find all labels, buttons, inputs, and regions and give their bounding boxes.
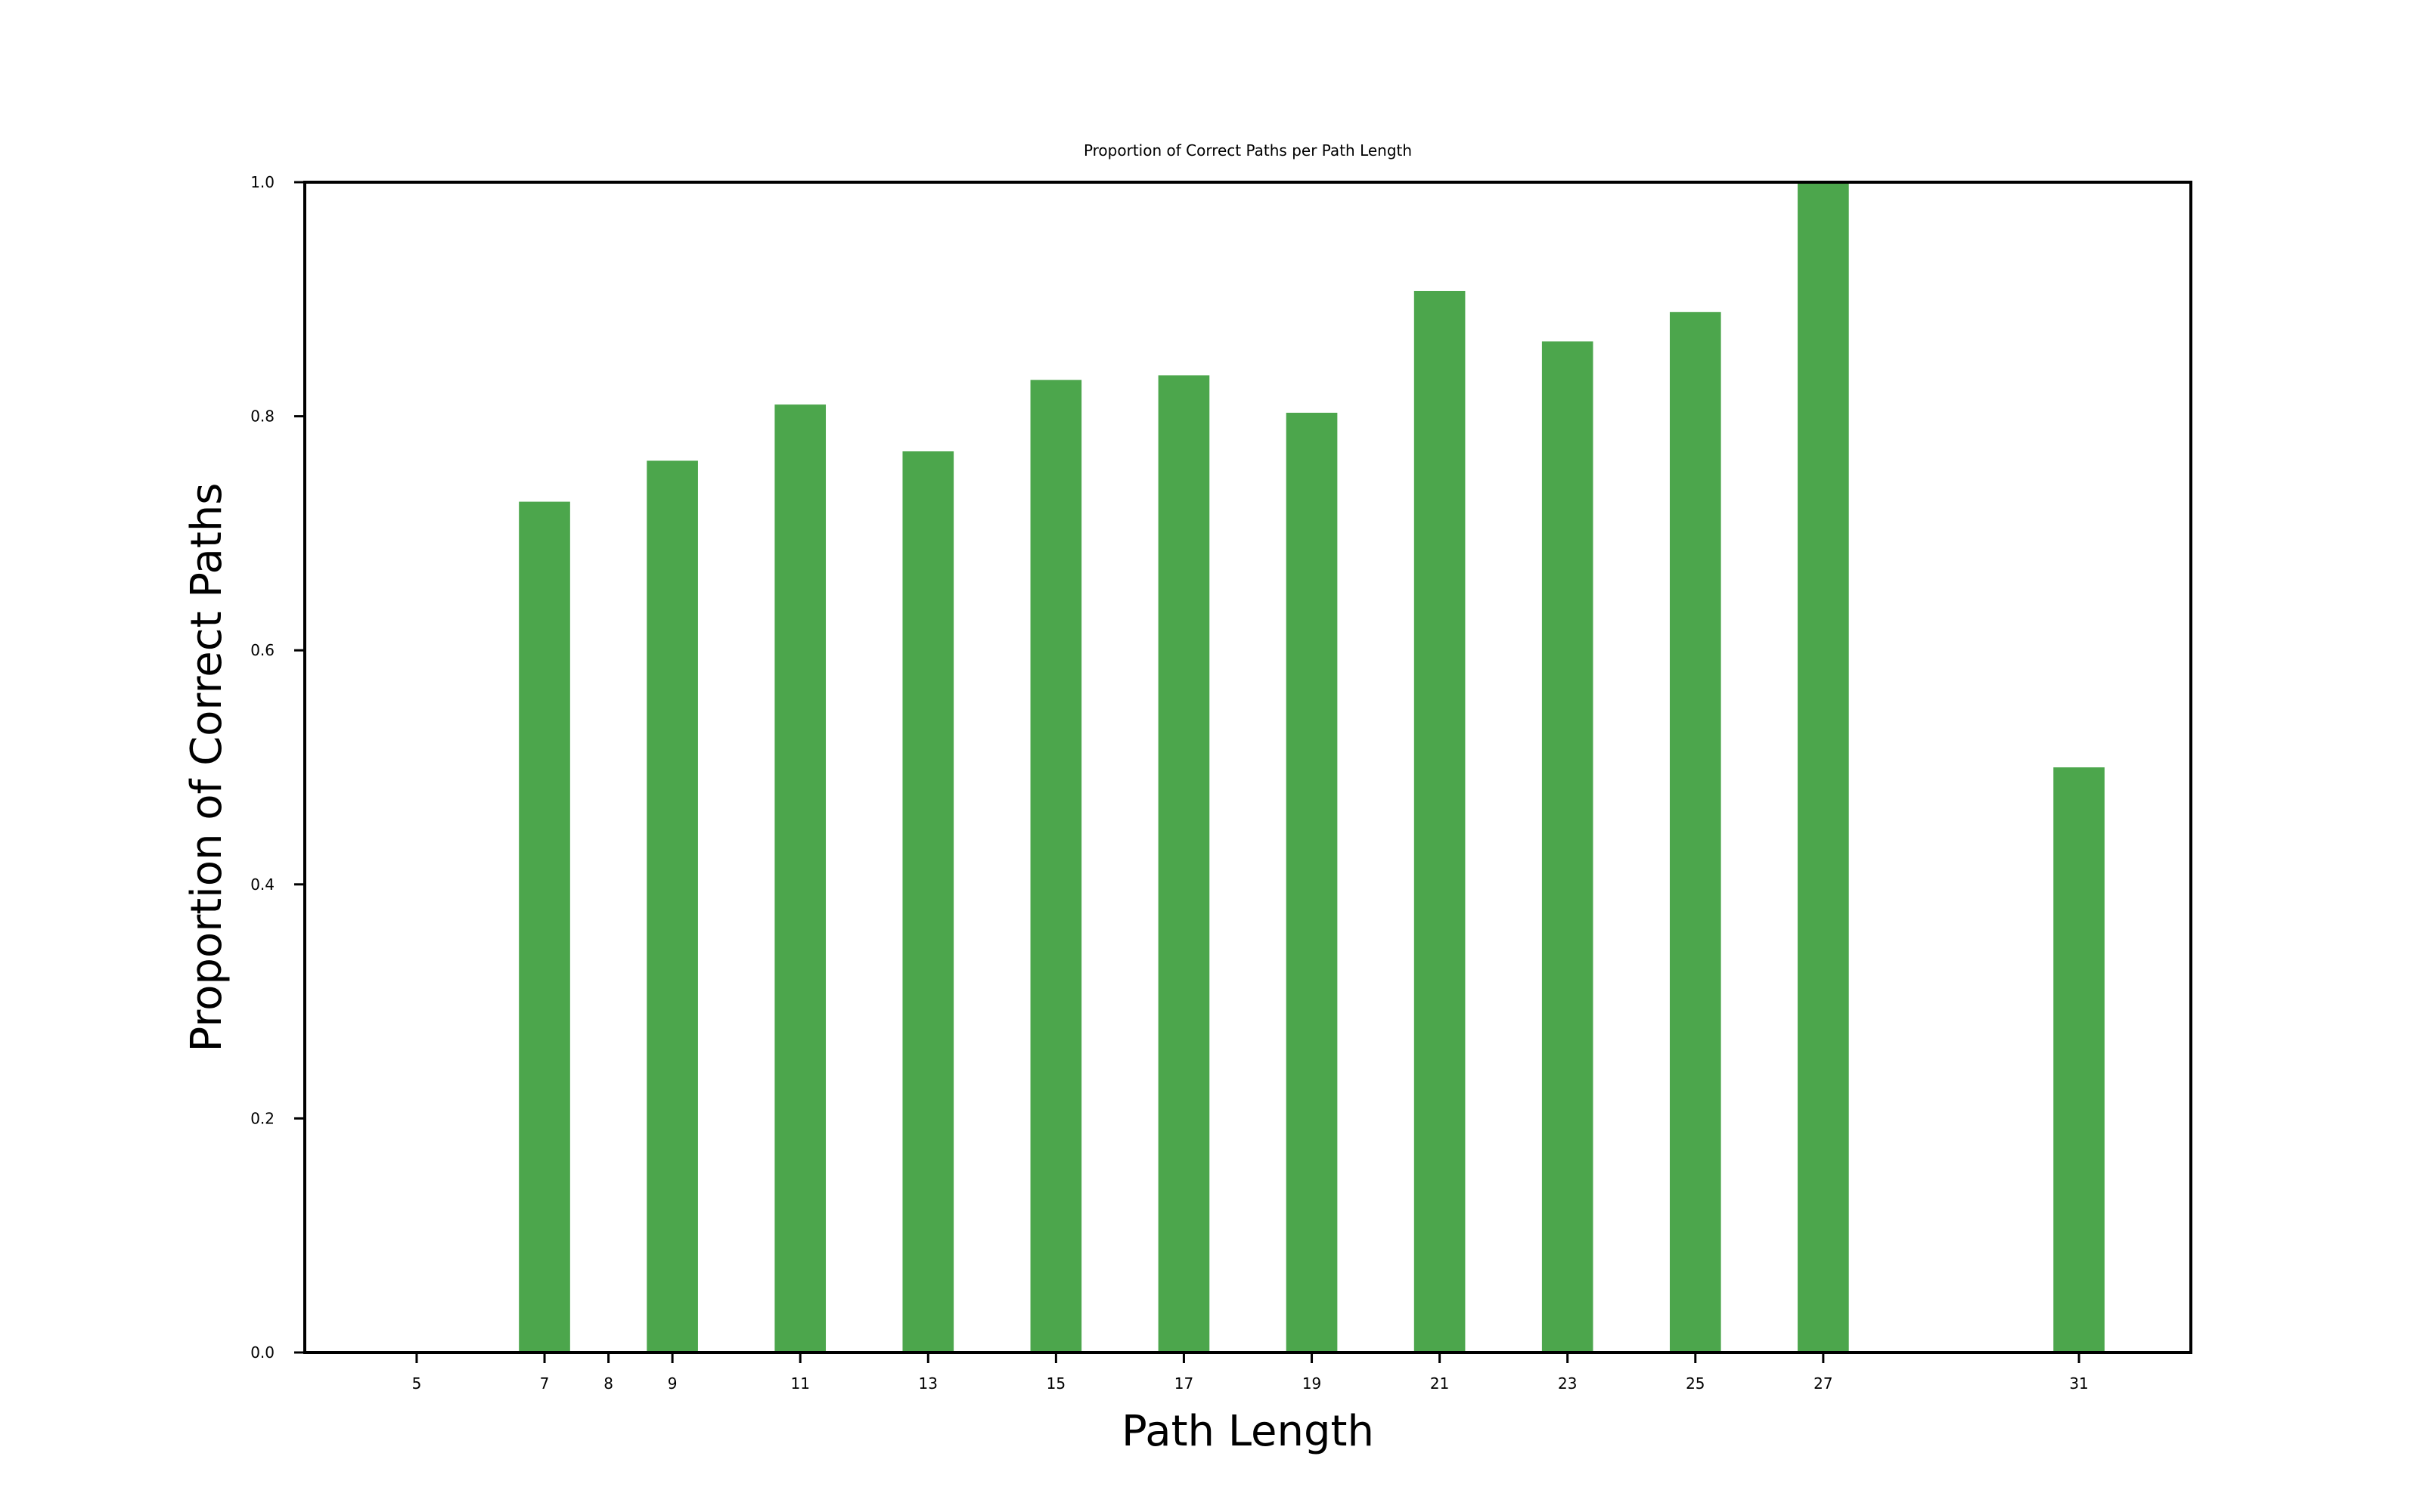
y-tick-label: 1.0	[250, 173, 275, 191]
y-tick-label: 0.4	[250, 875, 275, 894]
y-axis-ticks: 0.0 0.2 0.4 0.6 0.8 1.0	[250, 173, 305, 1362]
bar-31	[2053, 767, 2105, 1352]
x-tick-label: 5	[412, 1374, 422, 1393]
bar-21	[1413, 290, 1466, 1352]
bar-25	[1669, 311, 1721, 1352]
bar-27	[1798, 182, 1849, 1352]
bar-11	[774, 404, 827, 1352]
x-tick-label: 17	[1174, 1374, 1193, 1393]
x-tick-label: 7	[540, 1374, 550, 1393]
x-tick-label: 31	[2069, 1374, 2088, 1393]
y-tick-label: 0.0	[250, 1343, 275, 1362]
x-tick-label: 25	[1686, 1374, 1705, 1393]
bar-23	[1541, 341, 1593, 1352]
x-axis-ticks: 5 7 8 9 11 13 15 17 19 21 23 25 27 31	[412, 1352, 2089, 1393]
bar-15	[1030, 380, 1082, 1352]
x-tick-label: 8	[603, 1374, 613, 1393]
x-tick-label: 15	[1047, 1374, 1066, 1393]
bar-9	[647, 460, 698, 1352]
bars-group	[519, 182, 2105, 1352]
bar-17	[1158, 375, 1210, 1352]
bar-19	[1286, 412, 1338, 1352]
x-tick-label: 13	[919, 1374, 938, 1393]
chart-title: Proportion of Correct Paths per Path Len…	[1084, 141, 1412, 160]
x-axis-label: Path Length	[1122, 1407, 1374, 1456]
x-tick-label: 11	[790, 1374, 809, 1393]
plot-frame	[303, 181, 2192, 1354]
x-tick-label: 19	[1302, 1374, 1321, 1393]
x-tick-label: 23	[1558, 1374, 1577, 1393]
x-tick-label: 9	[668, 1374, 678, 1393]
bar-7	[519, 501, 570, 1352]
x-tick-label: 27	[1813, 1374, 1832, 1393]
y-tick-label: 0.8	[250, 407, 275, 426]
y-tick-label: 0.2	[250, 1109, 275, 1127]
x-tick-label: 21	[1430, 1374, 1449, 1393]
bar-13	[902, 451, 954, 1352]
y-axis-label: Proportion of Correct Paths	[182, 483, 231, 1052]
y-tick-label: 0.6	[250, 641, 275, 659]
